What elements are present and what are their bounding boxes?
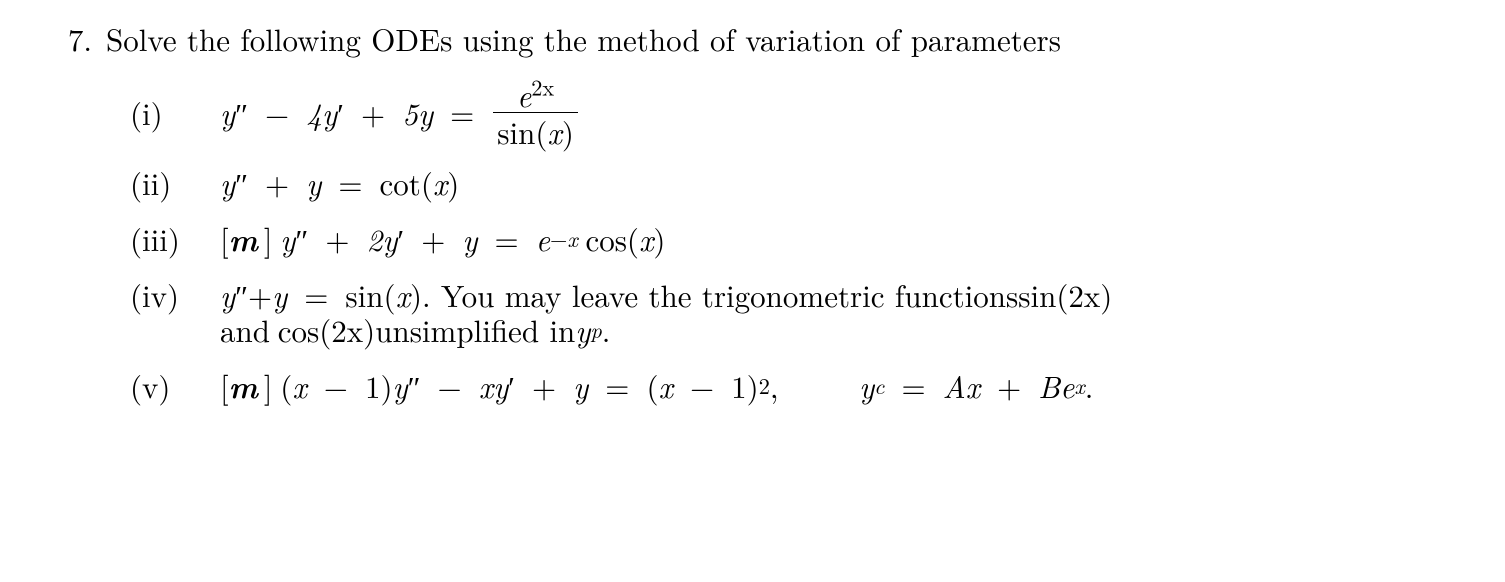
den-fn: sin — [497, 109, 535, 153]
part-iii: (iii) [m] y″+2y′+y = e−xcos(x) — [130, 218, 1473, 260]
den-arg: x — [547, 109, 561, 153]
m-tag: [m] — [220, 218, 273, 260]
rhs-base: e — [536, 218, 550, 260]
sin2x: sin(2x) — [1018, 274, 1112, 316]
frac-num: e2x — [513, 78, 558, 113]
period: . — [602, 309, 611, 351]
part-label: (ii) — [130, 162, 220, 204]
eq-lhs: y″−4y′+5y — [220, 92, 433, 134]
cos2x: cos(2x) — [278, 309, 375, 351]
eq-lhs: y″+2y′+y — [280, 218, 477, 260]
rhs-fraction: e2x sin(x) — [493, 78, 578, 148]
unsimplified-text: unsimplified in — [375, 309, 575, 351]
frac-den: sin(x) — [493, 112, 578, 148]
rhs-arg: x — [639, 218, 653, 260]
part-ii: (ii) y″+y = cot(x) — [130, 162, 1473, 204]
yp: yp — [575, 309, 601, 351]
question-number: 7. — [32, 18, 106, 60]
equals: = — [477, 218, 535, 260]
and-text: and — [220, 309, 270, 351]
eq-a: (x−1)y″−xy′+y=(x−1)2 — [280, 365, 770, 407]
num-exp: 2x — [531, 72, 554, 103]
rhs-fn: cot — [380, 162, 421, 204]
question-stem: Solve the following ODEs using the metho… — [106, 18, 1473, 60]
problem-page: 7. Solve the following ODEs using the me… — [0, 0, 1505, 441]
part-body: [m] (x−1)y″−xy′+y=(x−1)2 , yc=Ax+Bex . — [220, 365, 1473, 407]
m-tag: [m] — [220, 365, 273, 407]
part-v: (v) [m] (x−1)y″−xy′+y=(x−1)2 , yc=Ax+Bex… — [130, 365, 1473, 407]
equals: = — [321, 162, 379, 204]
part-label: (iv) — [130, 274, 220, 316]
part-iv-line2: and cos(2x) unsimplified in yp. — [220, 309, 1473, 351]
eq-rhs: e−xcos(x) — [536, 218, 666, 260]
rhs-fn: cos — [585, 218, 626, 260]
part-label: (i) — [130, 92, 220, 134]
eq-rhs: cot(x) — [380, 162, 460, 204]
question-header: 7. Solve the following ODEs using the me… — [32, 18, 1473, 60]
part-i: (i) y″−4y′+5y = e2x sin(x) — [130, 78, 1473, 148]
equals: = — [433, 92, 491, 134]
period: . — [1085, 365, 1094, 407]
part-body: y″+y = cot(x) — [220, 162, 1473, 204]
parts-list: (i) y″−4y′+5y = e2x sin(x) (ii) — [130, 78, 1473, 407]
part-body: y″−4y′+5y = e2x sin(x) — [220, 78, 1473, 148]
eq-lhs: y″+y — [220, 162, 321, 204]
eq-b: yc=Ax+Bex — [859, 365, 1085, 407]
rhs-arg: x — [433, 162, 447, 204]
part-label: (iii) — [130, 218, 220, 260]
part-body: [m] y″+2y′+y = e−xcos(x) — [220, 218, 1473, 260]
comma: , — [770, 365, 779, 407]
part-label: (v) — [130, 365, 220, 407]
